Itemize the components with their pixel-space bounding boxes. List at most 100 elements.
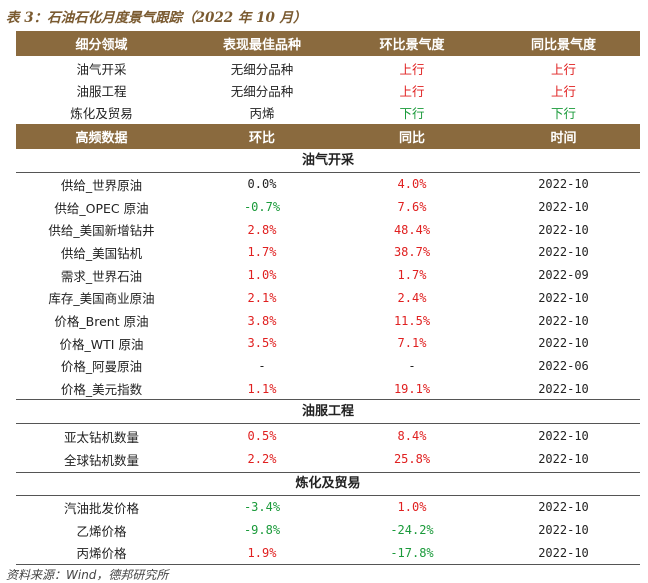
hf-yoy: -24.2% — [390, 523, 434, 538]
sector-yoy: 上行 — [550, 61, 576, 77]
hf-yoy: 8.4% — [397, 429, 427, 444]
hf-row: 乙烯价格 -9.8% -24.2% 2022-10 — [16, 519, 640, 542]
hf-row: 丙烯价格 1.9% -17.8% 2022-10 — [16, 541, 640, 564]
hf-date: 2022-10 — [538, 177, 589, 192]
hf-mom: 3.5% — [247, 336, 277, 351]
hf-item: 汽油批发价格 — [63, 500, 139, 516]
sector-row: 油服工程 无细分品种 上行 上行 — [16, 79, 640, 101]
hf-date: 2022-10 — [538, 545, 589, 560]
header-item: 高频数据 — [75, 131, 128, 146]
hf-row: 价格_Brent 原油 3.8% 11.5% 2022-10 — [16, 309, 640, 332]
hf-yoy: 25.8% — [393, 452, 431, 467]
header-mom-trend: 环比景气度 — [379, 38, 445, 53]
hf-yoy: 48.4% — [393, 222, 431, 237]
hf-row: 全球钻机数量 2.2% 25.8% 2022-10 — [16, 448, 640, 471]
hf-mom: 0.0% — [247, 177, 277, 192]
hf-yoy: 2.4% — [397, 290, 427, 305]
hf-item: 全球钻机数量 — [63, 452, 139, 468]
hf-row: 需求_世界石油 1.0% 1.7% 2022-09 — [16, 264, 640, 287]
hf-item: 供给_美国新增钻井 — [48, 223, 155, 239]
hf-row: 供给_美国钻机 1.7% 38.7% 2022-10 — [16, 241, 640, 264]
hf-item: 价格_Brent 原油 — [54, 314, 149, 330]
hf-item: 库存_美国商业原油 — [48, 291, 155, 307]
sector-best: 无细分品种 — [230, 61, 294, 77]
sector-table-header: 细分领域 表现最佳品种 环比景气度 同比景气度 — [16, 31, 640, 56]
hf-row: 供给_OPEC 原油 -0.7% 7.6% 2022-10 — [16, 196, 640, 219]
sector-name: 炼化及贸易 — [70, 105, 133, 121]
section-divider — [16, 172, 640, 173]
hf-row: 库存_美国商业原油 2.1% 2.4% 2022-10 — [16, 287, 640, 310]
sector-mom: 上行 — [399, 61, 425, 77]
hf-yoy: 11.5% — [393, 313, 431, 328]
hf-item: 供给_美国钻机 — [60, 245, 143, 261]
hf-mom: -0.7% — [243, 200, 281, 215]
hf-item: 乙烯价格 — [76, 523, 127, 539]
hf-yoy: 4.0% — [397, 177, 427, 192]
header-mom: 环比 — [248, 131, 275, 146]
header-yoy: 同比 — [398, 131, 425, 146]
hf-yoy: 38.7% — [393, 245, 431, 260]
hf-yoy: 1.7% — [397, 268, 427, 283]
hf-mom: 1.1% — [247, 381, 277, 396]
sector-best: 丙烯 — [249, 105, 275, 121]
hf-date: 2022-06 — [538, 358, 589, 373]
hf-yoy: 1.0% — [397, 500, 427, 515]
hf-mom: 1.9% — [247, 545, 277, 560]
hf-yoy: 7.1% — [397, 336, 427, 351]
hf-row: 价格_WTI 原油 3.5% 7.1% 2022-10 — [16, 332, 640, 355]
table-bottom-rule — [16, 564, 640, 565]
hf-date: 2022-10 — [538, 500, 589, 515]
hf-date: 2022-10 — [538, 523, 589, 538]
section-divider — [16, 399, 640, 400]
hf-item: 供给_OPEC 原油 — [54, 200, 149, 216]
section-title: 油气开采 — [301, 153, 354, 168]
hf-mom: 1.7% — [247, 245, 277, 260]
hf-date: 2022-10 — [538, 429, 589, 444]
sector-yoy: 上行 — [550, 83, 576, 99]
hf-date: 2022-09 — [538, 268, 589, 283]
source-note: 资料来源：Wind，德邦研究所 — [6, 568, 169, 582]
hf-date: 2022-10 — [538, 290, 589, 305]
hf-mom: 3.8% — [247, 313, 277, 328]
hf-mom: 0.5% — [247, 429, 277, 444]
sector-best: 无细分品种 — [230, 83, 294, 99]
hf-mom: -3.4% — [243, 500, 281, 515]
hf-row: 亚太钻机数量 0.5% 8.4% 2022-10 — [16, 425, 640, 448]
hf-item: 价格_WTI 原油 — [59, 336, 144, 352]
hf-yoy: 7.6% — [397, 200, 427, 215]
hf-mom: - — [258, 358, 266, 373]
hf-row: 价格_美元指数 1.1% 19.1% 2022-10 — [16, 377, 640, 400]
header-sector: 细分领域 — [75, 38, 128, 53]
hf-row: 汽油批发价格 -3.4% 1.0% 2022-10 — [16, 496, 640, 519]
hf-mom: 1.0% — [247, 268, 277, 283]
sector-yoy: 下行 — [550, 105, 576, 121]
hf-mom: 2.2% — [247, 452, 277, 467]
hf-row: 价格_阿曼原油 - - 2022-06 — [16, 355, 640, 378]
hf-item: 价格_阿曼原油 — [60, 359, 143, 375]
hf-item: 亚太钻机数量 — [63, 429, 139, 445]
hf-mom: 2.1% — [247, 290, 277, 305]
sector-mom: 上行 — [399, 83, 425, 99]
section-title: 油服工程 — [301, 404, 354, 419]
hf-yoy: - — [408, 358, 416, 373]
hf-yoy: 19.1% — [393, 381, 431, 396]
hf-date: 2022-10 — [538, 452, 589, 467]
hf-item: 需求_世界石油 — [60, 268, 143, 284]
hf-date: 2022-10 — [538, 245, 589, 260]
section-divider — [16, 423, 640, 424]
hf-date: 2022-10 — [538, 336, 589, 351]
table-title: 表 3：石油石化月度景气跟踪（2022 年 10 月） — [6, 10, 307, 26]
hf-date: 2022-10 — [538, 381, 589, 396]
hf-mom: -9.8% — [243, 523, 281, 538]
header-date: 时间 — [550, 131, 577, 146]
sector-name: 油气开采 — [76, 61, 127, 77]
section-divider — [16, 472, 640, 473]
header-best: 表现最佳品种 — [222, 38, 301, 53]
hf-row: 供给_世界原油 0.0% 4.0% 2022-10 — [16, 173, 640, 196]
sector-row: 油气开采 无细分品种 上行 上行 — [16, 57, 640, 79]
hf-mom: 2.8% — [247, 222, 277, 237]
hf-item: 丙烯价格 — [76, 546, 127, 562]
hf-date: 2022-10 — [538, 200, 589, 215]
hf-date: 2022-10 — [538, 222, 589, 237]
hf-yoy: -17.8% — [390, 545, 434, 560]
